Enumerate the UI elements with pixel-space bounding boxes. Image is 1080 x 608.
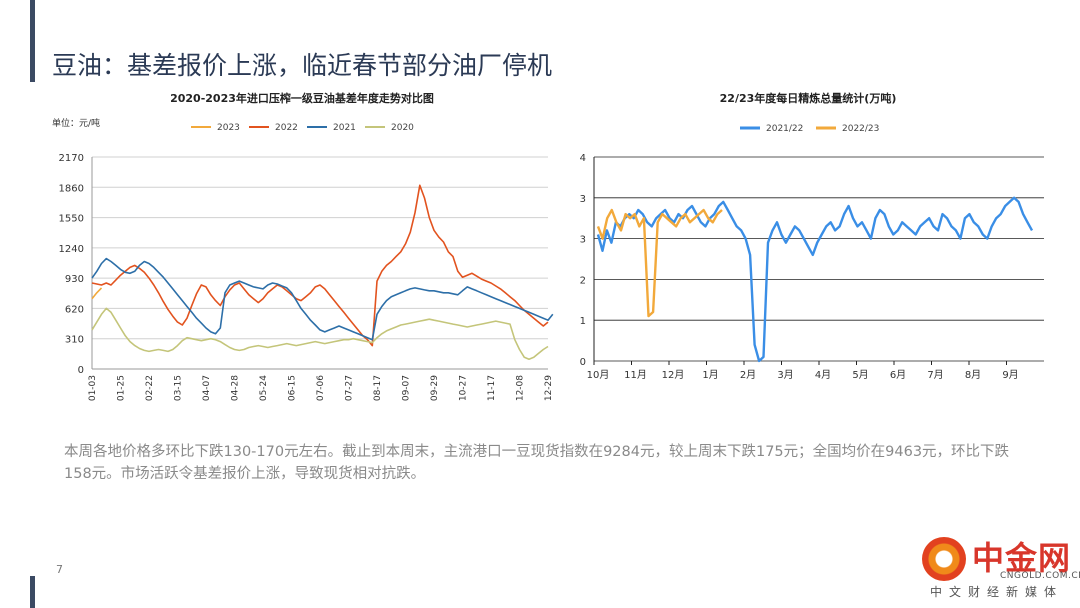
legend-label-2020: 2020 (391, 123, 414, 133)
x-tick-label: 07-06 (316, 375, 326, 401)
y-tick-label: 3 (580, 194, 586, 205)
series-line-2020 (91, 307, 549, 361)
y-tick-label: 930 (65, 274, 84, 285)
x-tick-label: 12月 (662, 369, 685, 381)
cngold-logo: 中金网 CNGOLD.COM.CN 中文财经新媒体 (908, 533, 1080, 603)
x-tick-label: 11-17 (487, 375, 497, 401)
x-tick-label: 3月 (777, 369, 793, 381)
cngold-logo-icon (922, 537, 966, 581)
page-number: 7 (56, 563, 63, 576)
x-tick-label: 01-03 (88, 375, 98, 401)
x-tick-label: 05-24 (259, 375, 269, 401)
footer-accent-bar (30, 576, 35, 608)
logo-domain: CNGOLD.COM.CN (1000, 571, 1080, 581)
x-tick-label: 7月 (927, 369, 943, 381)
x-tick-label: 10月 (587, 369, 610, 381)
title-accent-bar (30, 0, 35, 82)
y-tick-label: 2 (580, 275, 586, 286)
y-tick-label: 2170 (59, 153, 84, 164)
x-tick-label: 8月 (965, 369, 981, 381)
summary-text: 本周各地价格多环比下跌130-170元左右。截止到本周末，主流港口一豆现货指数在… (64, 444, 1010, 482)
y-tick-label: 1 (580, 316, 586, 327)
y-tick-label: 0 (78, 365, 84, 376)
y-tick-label: 3 (580, 235, 586, 246)
unit-label: 单位：元/吨 (52, 117, 100, 129)
x-tick-label: 12-29 (544, 375, 554, 401)
x-tick-label: 6月 (890, 369, 906, 381)
logo-name: 中金网 (972, 539, 1072, 577)
x-tick-label: 09-07 (402, 375, 412, 401)
y-tick-label: 310 (65, 335, 84, 346)
x-tick-label: 11月 (624, 369, 647, 381)
x-tick-label: 2月 (740, 369, 756, 381)
logo-tagline: 中文财经新媒体 (930, 585, 1064, 599)
legend-label-2021: 2021 (333, 123, 356, 133)
chart-title: 2020-2023年进口压榨一级豆油基差年度走势对比图 (170, 91, 434, 105)
x-tick-label: 06-15 (288, 375, 298, 401)
x-tick-label: 04-28 (231, 375, 241, 401)
series-line-2021 (91, 257, 554, 341)
x-tick-label: 4月 (815, 369, 831, 381)
x-tick-label: 08-17 (373, 375, 383, 401)
series-line-2022/23 (596, 208, 723, 318)
y-tick-label: 1860 (59, 183, 84, 194)
y-tick-label: 4 (580, 153, 586, 164)
x-tick-label: 01-25 (117, 375, 127, 401)
x-tick-label: 07-27 (345, 375, 355, 401)
x-tick-label: 5月 (852, 369, 868, 381)
y-tick-label: 0 (580, 357, 586, 368)
y-tick-label: 1550 (59, 214, 84, 225)
legend-label-2023: 2023 (217, 123, 240, 133)
legend-label-2022: 2022 (275, 123, 298, 133)
x-tick-label: 09-29 (430, 375, 440, 401)
x-tick-label: 04-07 (202, 375, 212, 401)
y-tick-label: 1240 (59, 244, 84, 255)
series-line-2023 (91, 287, 103, 300)
x-tick-label: 10-27 (459, 375, 469, 401)
soybean-oil-basis-chart: 2020-2023年进口压榨一级豆油基差年度走势对比图单位：元/吨 2023 202… (44, 86, 560, 422)
x-tick-label: 02-22 (145, 375, 155, 401)
legend-label-2021/22: 2021/22 (766, 124, 803, 134)
x-tick-label: 1月 (702, 369, 718, 381)
x-tick-label: 03-15 (174, 375, 184, 401)
y-tick-label: 620 (65, 304, 84, 315)
refining-chart-svg: 22/23年度每日精炼总量统计(万吨) 2021/22 2022/23 0 1 2 3 3 4 1… (580, 91, 1044, 381)
legend-label-2022/23: 2022/23 (842, 124, 879, 134)
x-tick-label: 12-08 (516, 375, 526, 401)
chart-title: 22/23年度每日精炼总量统计(万吨) (720, 91, 897, 105)
x-tick-label: 9月 (1002, 369, 1018, 381)
daily-refining-chart: 22/23年度每日精炼总量统计(万吨) 2021/22 2022/23 0 1 2 3 3 4 1… (568, 86, 1058, 386)
series-line-2022 (91, 184, 549, 347)
slide-title: 豆油：基差报价上涨，临近春节部分油厂停机 (52, 51, 553, 80)
series-line-2021/22 (596, 196, 1034, 363)
